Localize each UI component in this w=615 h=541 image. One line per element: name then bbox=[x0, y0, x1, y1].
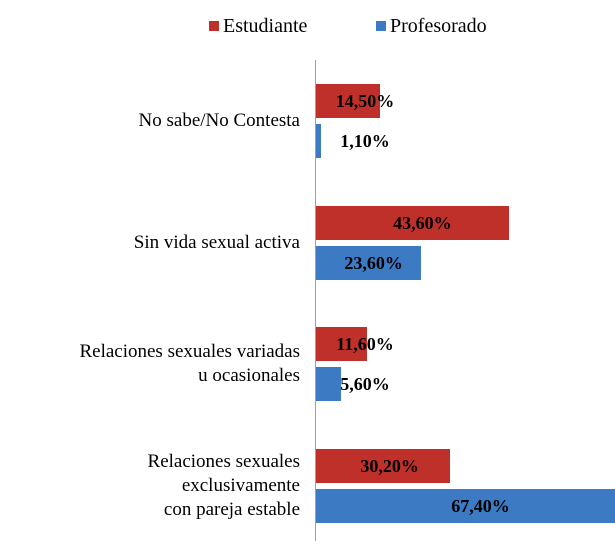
bar bbox=[316, 367, 341, 401]
legend-swatch bbox=[376, 21, 386, 31]
value-label: 1,10% bbox=[340, 131, 390, 151]
value-label: 5,60% bbox=[340, 374, 390, 394]
value-label: 43,60% bbox=[393, 212, 452, 233]
bar bbox=[316, 448, 450, 483]
bar bbox=[316, 245, 421, 280]
bar bbox=[316, 327, 368, 361]
legend-label: Estudiante bbox=[223, 15, 308, 37]
category-label: Relaciones sexuales exclusivamente con p… bbox=[147, 450, 300, 520]
value-label: 30,20% bbox=[360, 455, 419, 476]
bar bbox=[316, 205, 510, 240]
value-label: 14,50% bbox=[335, 91, 395, 111]
value-label: 23,60% bbox=[344, 252, 403, 273]
legend-swatch bbox=[209, 21, 219, 31]
bar bbox=[316, 124, 321, 158]
value-label: 11,60% bbox=[336, 334, 394, 354]
value-label: 67,40% bbox=[451, 495, 510, 516]
bar bbox=[316, 488, 615, 523]
legend-label: Profesorado bbox=[390, 15, 487, 37]
axis-line bbox=[315, 60, 316, 541]
bar bbox=[316, 84, 381, 118]
category-label: Relaciones sexuales variadas u ocasional… bbox=[79, 341, 300, 386]
category-label: Sin vida sexual activa bbox=[133, 231, 300, 253]
category-label: No sabe/No Contesta bbox=[138, 110, 300, 131]
